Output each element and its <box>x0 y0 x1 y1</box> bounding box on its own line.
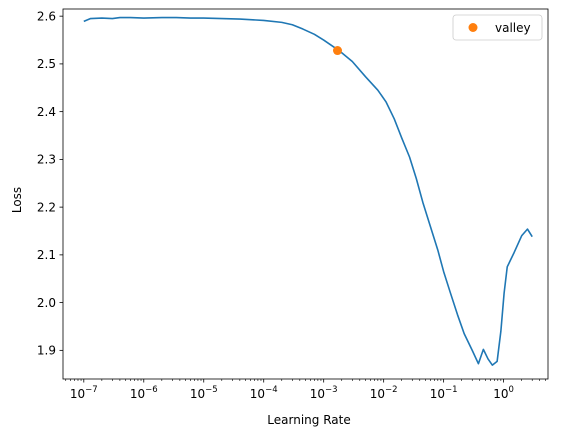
y-tick-label: 2.4 <box>37 105 56 119</box>
x-tick-label: 10−1 <box>430 385 458 401</box>
legend-marker <box>468 23 478 32</box>
x-tick-label: 10−4 <box>250 385 278 401</box>
plot-area <box>83 16 533 366</box>
legend-label: valley <box>495 21 531 35</box>
x-tick-label: 10−5 <box>190 385 218 401</box>
y-tick-label: 2.0 <box>37 296 56 310</box>
y-axis-ticks: 1.9 2.0 2.1 2.2 2.3 2.4 2.5 2.6 <box>37 9 63 358</box>
x-tick-label: 10−2 <box>370 385 398 401</box>
x-tick-label: 10−3 <box>310 385 338 401</box>
loss-curve-line <box>83 16 533 366</box>
x-tick-label: 100 <box>493 385 514 401</box>
x-tick-label: 10−7 <box>70 385 98 401</box>
x-axis-ticks: 10−7 10−6 10−5 10−4 10−3 10−2 10−1 100 <box>65 379 546 401</box>
legend-box <box>452 14 543 41</box>
y-tick-label: 2.5 <box>37 57 56 71</box>
legend: valley <box>452 14 543 41</box>
y-tick-label: 2.1 <box>37 248 56 262</box>
x-axis-label: Learning Rate <box>267 413 350 427</box>
valley-point <box>333 46 343 56</box>
y-tick-label: 2.3 <box>37 153 56 167</box>
y-tick-label: 2.6 <box>37 9 56 23</box>
y-tick-label: 1.9 <box>37 344 56 358</box>
y-tick-label: 2.2 <box>37 200 56 214</box>
axes-border <box>62 8 549 380</box>
y-axis-label: Loss <box>10 187 24 213</box>
axes-frame <box>62 8 549 380</box>
x-tick-label: 10−6 <box>130 385 158 401</box>
